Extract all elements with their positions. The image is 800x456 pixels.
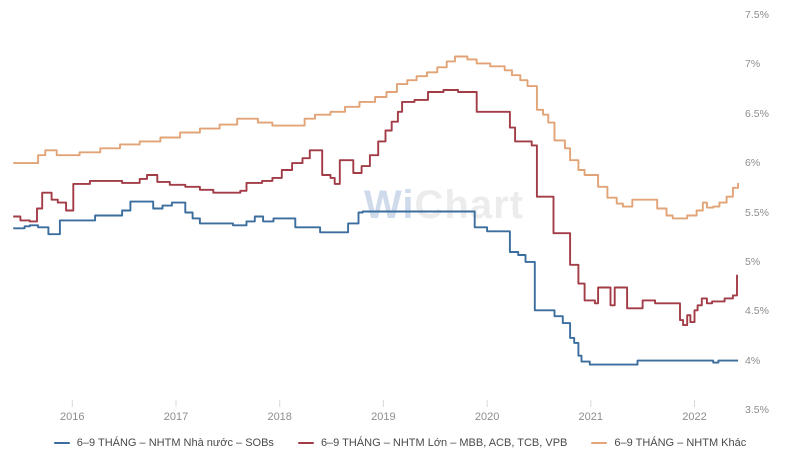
series-line-large-banks [13, 89, 738, 327]
x-axis-label-2020: 2020 [474, 411, 500, 423]
legend: 6–9 THÁNG – NHTM Nhà nước – SOBs 6–9 THÁN… [0, 437, 800, 449]
wichart-watermark: WiChart [364, 183, 524, 228]
legend-marker-sobs [53, 442, 70, 444]
y-axis-label-4_5pct: 4.5% [745, 305, 769, 318]
watermark-text-wi: Wi [364, 183, 415, 227]
y-axis-label-7_5pct: 7.5% [745, 9, 769, 21]
x-axis-label-2016: 2016 [60, 411, 85, 423]
series-line-sobs [13, 200, 739, 366]
legend-item-other-banks[interactable]: 6–9 THÁNG – NHTM Khác [591, 437, 746, 449]
legend-item-large-banks[interactable]: 6–9 THÁNG – NHTM Lớn – MBB, ACB, TCB, VP… [297, 437, 568, 449]
y-axis-label-6pct: 6% [745, 157, 761, 170]
y-axis-label-3_5pct: 3.5% [745, 404, 769, 416]
x-axis-label-2018: 2018 [267, 411, 292, 423]
legend-label-sobs: 6–9 THÁNG – NHTM Nhà nước – SOBs [76, 437, 274, 449]
y-axis-label-4pct: 4% [745, 354, 761, 367]
legend-label-other-banks: 6–9 THÁNG – NHTM Khác [614, 437, 747, 449]
y-axis-label-7pct: 7% [745, 58, 761, 71]
legend-marker-other-banks [591, 442, 608, 444]
legend-marker-large-banks [297, 442, 314, 444]
x-axis-label-2019: 2019 [371, 411, 396, 423]
x-axis-label-2017: 2017 [163, 411, 189, 423]
x-axis-label-2022: 2022 [682, 411, 707, 423]
legend-item-sobs[interactable]: 6–9 THÁNG – NHTM Nhà nước – SOBs [53, 437, 274, 449]
y-axis-label-5_5pct: 5.5% [745, 206, 769, 219]
x-axis-label-2021: 2021 [578, 411, 604, 423]
y-axis-label-6_5pct: 6.5% [745, 107, 769, 120]
watermark-text-chart: Chart [414, 183, 524, 227]
legend-label-large-banks: 6–9 THÁNG – NHTM Lớn – MBB, ACB, TCB, VP… [320, 437, 568, 449]
y-axis-label-5pct: 5% [745, 255, 761, 268]
series-line-other-banks [13, 55, 740, 220]
